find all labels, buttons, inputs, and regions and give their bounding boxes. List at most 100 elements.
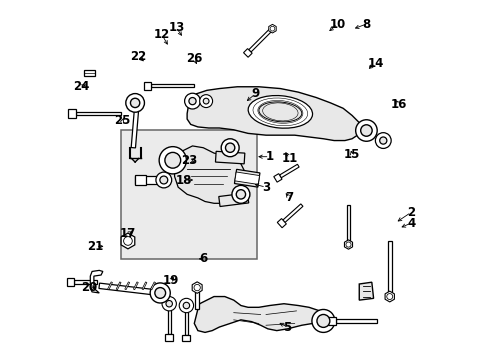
Text: 4: 4 (407, 216, 414, 230)
Text: 13: 13 (168, 21, 184, 34)
Circle shape (221, 139, 239, 157)
Polygon shape (121, 233, 135, 249)
Ellipse shape (248, 95, 312, 128)
Circle shape (375, 133, 390, 148)
Circle shape (199, 95, 212, 108)
Circle shape (269, 26, 274, 31)
Circle shape (203, 98, 208, 104)
Circle shape (130, 98, 140, 108)
Text: 8: 8 (362, 18, 370, 31)
Text: 11: 11 (281, 152, 297, 165)
Circle shape (150, 283, 170, 303)
Polygon shape (174, 146, 246, 203)
Polygon shape (279, 164, 299, 178)
Polygon shape (68, 109, 76, 118)
Polygon shape (387, 241, 391, 298)
Polygon shape (107, 282, 112, 290)
Text: 2: 2 (407, 206, 414, 219)
Polygon shape (135, 176, 169, 184)
Text: 9: 9 (251, 87, 259, 100)
Polygon shape (327, 317, 335, 325)
Text: 26: 26 (186, 51, 202, 64)
Circle shape (194, 284, 200, 291)
Polygon shape (187, 87, 360, 140)
Text: 24: 24 (73, 80, 89, 93)
Text: 17: 17 (120, 227, 136, 240)
Circle shape (379, 137, 386, 144)
Polygon shape (215, 151, 244, 164)
Polygon shape (151, 84, 194, 87)
Text: 10: 10 (329, 18, 345, 31)
Circle shape (236, 190, 245, 199)
Polygon shape (67, 278, 74, 286)
Circle shape (156, 172, 171, 188)
Polygon shape (248, 28, 272, 52)
Polygon shape (192, 282, 202, 293)
Circle shape (311, 310, 334, 332)
Polygon shape (218, 193, 248, 207)
FancyBboxPatch shape (121, 130, 257, 259)
Text: 25: 25 (114, 114, 130, 127)
Text: 18: 18 (175, 174, 191, 186)
Polygon shape (124, 282, 129, 290)
Polygon shape (131, 104, 139, 148)
Circle shape (159, 147, 186, 174)
Text: 20: 20 (81, 281, 98, 294)
Polygon shape (384, 291, 394, 302)
Polygon shape (234, 172, 259, 184)
Polygon shape (282, 204, 303, 222)
Circle shape (164, 152, 180, 168)
Circle shape (345, 242, 350, 247)
Polygon shape (116, 282, 121, 290)
Polygon shape (135, 175, 145, 185)
Text: 12: 12 (154, 28, 170, 41)
Circle shape (155, 288, 165, 298)
Circle shape (225, 143, 234, 152)
Polygon shape (83, 69, 94, 76)
Polygon shape (142, 282, 146, 290)
Ellipse shape (258, 102, 301, 122)
Polygon shape (144, 82, 151, 90)
Polygon shape (182, 335, 190, 341)
Text: 6: 6 (199, 252, 207, 265)
Polygon shape (133, 282, 138, 290)
Circle shape (125, 94, 144, 112)
Polygon shape (359, 282, 373, 300)
Polygon shape (90, 270, 102, 293)
Circle shape (188, 98, 196, 105)
Polygon shape (273, 174, 282, 182)
Text: 22: 22 (130, 50, 146, 63)
Text: 14: 14 (366, 57, 383, 70)
Text: 23: 23 (181, 154, 197, 167)
Polygon shape (184, 306, 187, 335)
Polygon shape (99, 283, 160, 296)
Polygon shape (268, 24, 276, 33)
Circle shape (179, 298, 193, 313)
Text: 3: 3 (262, 181, 269, 194)
Text: 16: 16 (390, 98, 406, 111)
Polygon shape (243, 49, 252, 57)
Polygon shape (195, 288, 199, 309)
Circle shape (162, 297, 176, 311)
Circle shape (360, 125, 371, 136)
Text: 7: 7 (285, 192, 293, 204)
Text: 21: 21 (87, 240, 103, 253)
Polygon shape (335, 319, 376, 323)
Circle shape (386, 294, 392, 300)
Polygon shape (234, 169, 260, 187)
Polygon shape (346, 205, 349, 244)
Polygon shape (76, 112, 121, 116)
Circle shape (184, 93, 200, 109)
Circle shape (165, 301, 172, 307)
Circle shape (160, 176, 167, 184)
Circle shape (123, 237, 132, 245)
Text: 15: 15 (343, 148, 360, 161)
Polygon shape (194, 297, 333, 332)
Polygon shape (150, 282, 155, 290)
Polygon shape (344, 240, 352, 249)
Polygon shape (167, 304, 170, 334)
Polygon shape (74, 280, 97, 284)
Text: 5: 5 (283, 320, 291, 333)
Circle shape (316, 315, 329, 327)
Text: 19: 19 (163, 274, 179, 287)
